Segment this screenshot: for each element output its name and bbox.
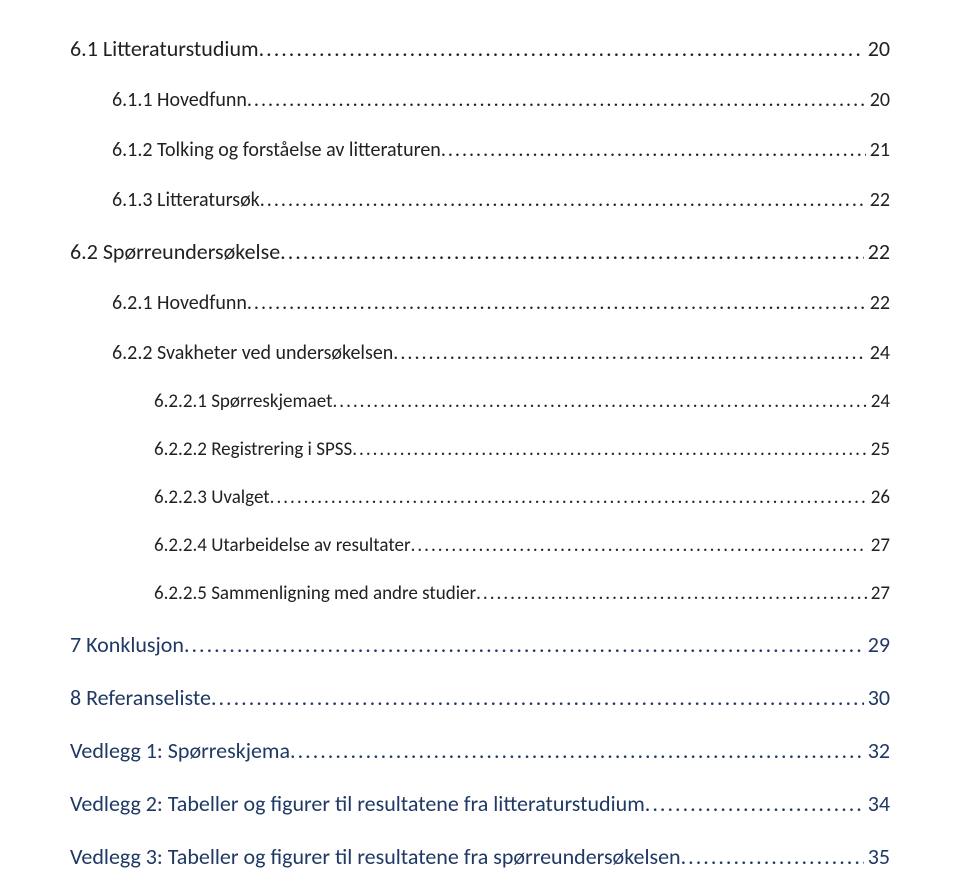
toc-entry-title: 6.2 Spørreundersøkelse [70,225,280,278]
toc-entry-title: 6.1.3 Litteratursøk [112,175,260,225]
toc-entry[interactable]: 6.1 Litteraturstudium 20 [70,22,890,75]
toc-leader-dots [645,777,864,830]
toc-entry-page: 29 [864,618,890,671]
toc-leader-dots [333,378,867,426]
toc-entry-title: 6.1 Litteraturstudium [70,22,259,75]
toc-entry-title: Vedlegg 3: Tabeller og figurer til resul… [70,830,681,883]
toc-entry[interactable]: 6.1.3 Litteratursøk 22 [70,175,890,225]
toc-leader-dots [247,75,866,125]
toc-entry-page: 35 [864,830,890,883]
toc-entry[interactable]: 7 Konklusjon 29 [70,618,890,671]
toc-entry-page: 26 [867,474,890,522]
toc-entry[interactable]: 6.2.2.2 Registrering i SPSS 25 [70,426,890,474]
toc-entry[interactable]: 6.2.2.1 Spørreskjemaet 24 [70,378,890,426]
toc-entry-title: 6.2.2.5 Sammenligning med andre studier [154,570,476,618]
toc-entry[interactable]: 6.2 Spørreundersøkelse 22 [70,225,890,278]
toc-entry-title: 6.2.2.1 Spørreskjemaet [154,378,333,426]
toc-leader-dots [352,426,867,474]
toc-entry[interactable]: 6.2.2 Svakheter ved undersøkelsen 24 [70,328,890,378]
toc-leader-dots [476,570,867,618]
toc-entry-title: 6.2.1 Hovedfunn [112,278,247,328]
toc-entry[interactable]: 6.2.2.3 Uvalget 26 [70,474,890,522]
toc-entry-title: Vedlegg 2: Tabeller og figurer til resul… [70,777,645,830]
toc-leader-dots [280,225,864,278]
toc-entry-page: 20 [864,22,890,75]
toc-leader-dots [441,125,866,175]
toc-entry-page: 27 [867,570,890,618]
toc-entry[interactable]: Vedlegg 3: Tabeller og figurer til resul… [70,830,890,883]
toc-entry[interactable]: 6.2.2.5 Sammenligning med andre studier 2… [70,570,890,618]
toc-leader-dots [211,671,864,724]
toc-leader-dots [260,175,866,225]
toc-entry-page: 32 [864,724,890,777]
toc-entry-page: 24 [866,328,890,378]
toc-entry[interactable]: 6.2.2.4 Utarbeidelse av resultater 27 [70,522,890,570]
toc-entry-page: 21 [866,125,890,175]
toc-entry-title: 6.2.2.4 Utarbeidelse av resultater [154,522,411,570]
toc-leader-dots [247,278,866,328]
toc-entry-title: 6.2.2.2 Registrering i SPSS [154,426,352,474]
toc-entry-page: 22 [866,175,890,225]
toc-entry-page: 25 [867,426,890,474]
toc-entry[interactable]: 6.2.1 Hovedfunn 22 [70,278,890,328]
toc-leader-dots [184,618,864,671]
toc-entry[interactable]: Vedlegg 2: Tabeller og figurer til resul… [70,777,890,830]
toc-entry[interactable]: 6.1.1 Hovedfunn 20 [70,75,890,125]
toc-list: 6.1 Litteraturstudium 20 6.1.1 Hovedfunn 20… [70,22,890,883]
toc-leader-dots [259,22,864,75]
toc-entry[interactable]: Vedlegg 1: Spørreskjema 32 [70,724,890,777]
toc-entry-page: 22 [864,225,890,278]
toc-entry-title: 7 Konklusjon [70,618,184,671]
toc-entry[interactable]: 6.1.2 Tolking og forståelse av litteratu… [70,125,890,175]
toc-leader-dots [393,328,865,378]
toc-entry-title: 6.1.1 Hovedfunn [112,75,247,125]
toc-entry-page: 27 [867,522,890,570]
toc-entry-page: 30 [864,671,890,724]
toc-leader-dots [681,830,864,883]
toc-entry-title: 6.1.2 Tolking og forståelse av litteratu… [112,125,441,175]
toc-entry-page: 22 [866,278,890,328]
toc-entry-title: Vedlegg 1: Spørreskjema [70,724,290,777]
toc-entry-page: 24 [867,378,890,426]
toc-leader-dots [411,522,867,570]
toc-page: 6.1 Litteraturstudium 20 6.1.1 Hovedfunn 20… [0,0,960,881]
toc-entry-page: 20 [866,75,890,125]
toc-entry-page: 34 [864,777,890,830]
toc-entry-title: 8 Referanseliste [70,671,211,724]
toc-entry-title: 6.2.2 Svakheter ved undersøkelsen [112,328,393,378]
toc-entry[interactable]: 8 Referanseliste 30 [70,671,890,724]
toc-leader-dots [270,474,867,522]
toc-entry-title: 6.2.2.3 Uvalget [154,474,270,522]
toc-leader-dots [290,724,864,777]
